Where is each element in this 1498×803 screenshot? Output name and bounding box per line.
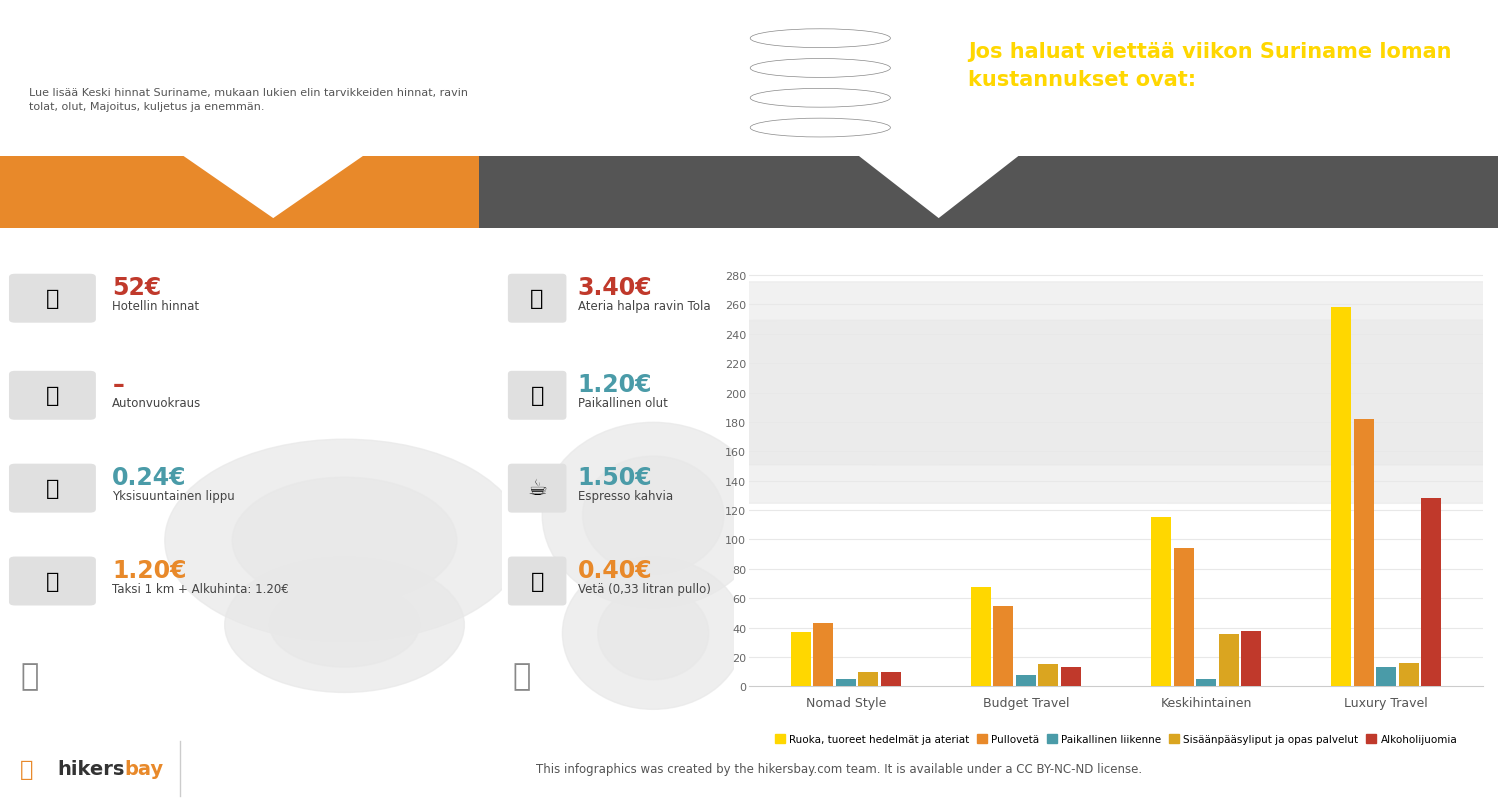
Polygon shape (0, 157, 719, 199)
Bar (1218, 634, 1239, 687)
Bar (1016, 675, 1037, 687)
FancyBboxPatch shape (508, 371, 566, 420)
Text: Paikallinen olut: Paikallinen olut (578, 397, 668, 410)
Bar (993, 605, 1014, 687)
Text: Taksi 1 km + Alkuhinta: 1.20€: Taksi 1 km + Alkuhinta: 1.20€ (112, 582, 289, 595)
Bar (971, 587, 990, 687)
Text: 1.20€: 1.20€ (578, 373, 652, 397)
FancyBboxPatch shape (508, 275, 566, 324)
Text: 💧: 💧 (530, 571, 544, 591)
Text: 0.24€: 0.24€ (112, 466, 187, 490)
Text: 1.50€: 1.50€ (578, 466, 652, 490)
Circle shape (225, 557, 464, 692)
Bar (813, 623, 833, 687)
Text: 🚗: 🚗 (46, 385, 58, 406)
Circle shape (583, 456, 724, 575)
Circle shape (270, 583, 419, 667)
Circle shape (598, 587, 709, 680)
Text: 🚌: 🚌 (46, 479, 58, 499)
Bar (1354, 419, 1374, 687)
Polygon shape (246, 157, 445, 229)
Text: 🍽️: 🍽️ (530, 289, 544, 309)
Bar (1422, 499, 1441, 687)
Circle shape (165, 440, 524, 642)
Polygon shape (0, 157, 479, 229)
Text: 🍺: 🍺 (530, 385, 544, 406)
FancyBboxPatch shape (9, 464, 96, 513)
Bar (1038, 665, 1059, 687)
Text: Espresso kahvia: Espresso kahvia (578, 490, 673, 503)
Text: Hotellin hinnat: Hotellin hinnat (112, 300, 199, 313)
Circle shape (232, 478, 457, 604)
Ellipse shape (750, 119, 890, 138)
Legend: Ruoka, tuoreet hedelmät ja ateriat, Pullovetä, Paikallinen liikenne, Sisäänpääsy: Ruoka, tuoreet hedelmät ja ateriat, Pull… (770, 730, 1462, 748)
Bar (1061, 667, 1082, 687)
Bar (1150, 518, 1171, 687)
Circle shape (562, 557, 745, 710)
Bar (836, 679, 855, 687)
Text: Yksisuuntainen lippu: Yksisuuntainen lippu (112, 490, 235, 503)
Bar (1195, 679, 1216, 687)
Circle shape (0, 283, 1498, 503)
Text: Ateria halpa ravin Tola: Ateria halpa ravin Tola (578, 300, 710, 313)
Text: Lue lisää Keski hinnat Suriname, mukaan lukien elin tarvikkeiden hinnat, ravin
t: Lue lisää Keski hinnat Suriname, mukaan … (28, 88, 467, 112)
Text: Autonvuokraus: Autonvuokraus (112, 397, 202, 410)
FancyBboxPatch shape (9, 275, 96, 324)
Text: This infographics was created by the hikersbay.com team. It is available under a: This infographics was created by the hik… (536, 762, 1141, 776)
Text: Jos haluat viettää viikon Suriname loman
kustannukset ovat:: Jos haluat viettää viikon Suriname loman… (968, 42, 1452, 90)
Bar (1173, 548, 1194, 687)
Text: 🚕: 🚕 (46, 571, 58, 591)
Polygon shape (858, 157, 1019, 219)
Text: Vetä (0,33 litran pullo): Vetä (0,33 litran pullo) (578, 582, 710, 595)
FancyBboxPatch shape (508, 464, 566, 513)
Text: ☕: ☕ (527, 479, 547, 499)
Polygon shape (0, 157, 719, 229)
Text: 1.20€: 1.20€ (112, 558, 187, 582)
Bar (1332, 308, 1351, 687)
Text: 3.40€: 3.40€ (578, 276, 652, 300)
Text: bay: bay (124, 760, 163, 778)
Text: 0.40€: 0.40€ (578, 558, 652, 582)
Polygon shape (479, 157, 1498, 229)
Text: hikers: hikers (57, 760, 124, 778)
Ellipse shape (750, 59, 890, 79)
FancyBboxPatch shape (9, 556, 96, 605)
Bar (1399, 663, 1419, 687)
Ellipse shape (750, 30, 890, 48)
Text: –: – (112, 373, 124, 397)
Bar (881, 672, 900, 687)
Text: Hinnat Suriname: Hinnat Suriname (28, 31, 292, 59)
FancyBboxPatch shape (9, 371, 96, 420)
Circle shape (542, 422, 764, 609)
Text: 📍: 📍 (21, 759, 33, 779)
Text: 52€: 52€ (112, 276, 162, 300)
Ellipse shape (750, 89, 890, 108)
Polygon shape (183, 157, 363, 219)
Bar (858, 672, 878, 687)
Text: 💱: 💱 (512, 661, 532, 691)
FancyBboxPatch shape (508, 556, 566, 605)
Bar (791, 632, 810, 687)
Text: 💱: 💱 (21, 661, 39, 691)
Bar (1377, 667, 1396, 687)
Bar (1242, 631, 1261, 687)
Circle shape (0, 320, 1498, 466)
Text: 🏨: 🏨 (46, 289, 58, 309)
